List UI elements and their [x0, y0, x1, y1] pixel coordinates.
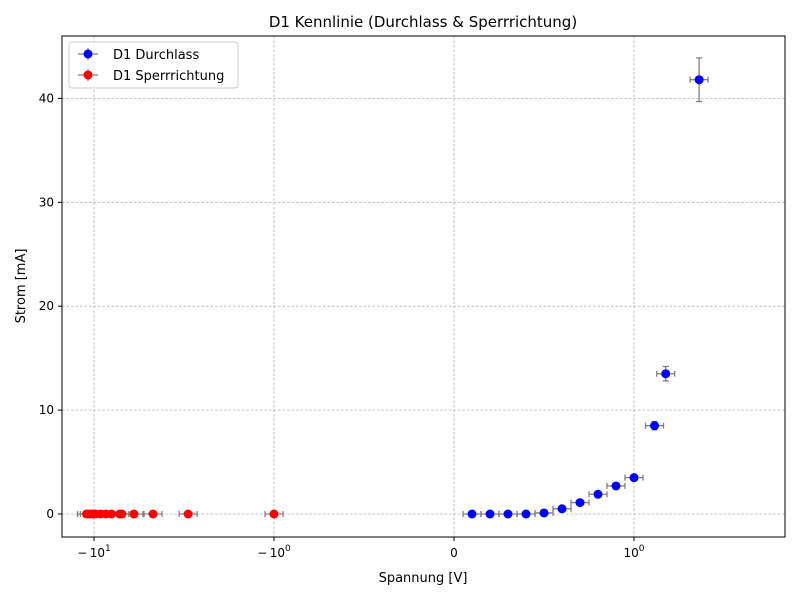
grid-layer: [62, 36, 785, 537]
x-tick-label: − 101: [77, 544, 110, 560]
legend: D1 Durchlass D1 Sperrrichtung: [68, 41, 239, 89]
data-point-durchlass: [485, 509, 495, 519]
data-point-sperrrichtung: [115, 509, 125, 519]
data-point-durchlass: [503, 509, 513, 519]
plot-frame: [61, 35, 786, 538]
legend-label-durchlass: D1 Durchlass: [113, 48, 199, 63]
chart-title: D1 Kennlinie (Durchlass & Sperrrichtung): [269, 13, 577, 31]
data-point-sperrrichtung: [148, 509, 158, 519]
tick-layer: − 101 − 100 0 100 0 10 20 30 40: [39, 91, 645, 560]
data-point-sperrrichtung: [269, 509, 279, 519]
data-point-durchlass: [539, 508, 549, 518]
data-point-sperrrichtung: [129, 509, 139, 519]
data-point-durchlass: [629, 473, 639, 483]
data-point-durchlass: [694, 75, 704, 85]
data-point-durchlass: [593, 489, 603, 499]
legend-box: [68, 41, 239, 89]
x-axis-label: Spannung [V]: [379, 571, 468, 586]
data-point-sperrrichtung: [183, 509, 193, 519]
data-point-durchlass: [661, 369, 671, 379]
legend-entry-durchlass: D1 Durchlass: [78, 48, 199, 63]
data-point-durchlass: [575, 498, 585, 508]
legend-marker-sperrrichtung: [83, 70, 93, 80]
data-point-durchlass: [650, 421, 660, 431]
legend-marker-durchlass: [83, 49, 93, 59]
y-axis-label: Strom [mA]: [14, 249, 29, 324]
y-tick-label: 30: [39, 195, 54, 209]
legend-entry-sperrrichtung: D1 Sperrrichtung: [78, 69, 224, 84]
marker-layer: [82, 75, 704, 519]
x-tick-label: − 100: [257, 544, 291, 560]
y-tick-label: 20: [39, 299, 54, 313]
data-point-sperrrichtung: [82, 509, 92, 519]
y-tick-label: 0: [46, 507, 54, 521]
data-point-durchlass: [467, 509, 477, 519]
data-point-durchlass: [521, 509, 531, 519]
x-tick-label: 0: [450, 546, 458, 560]
y-tick-label: 10: [39, 403, 54, 417]
data-point-durchlass: [611, 481, 621, 491]
y-tick-label: 40: [39, 91, 54, 105]
legend-label-sperrrichtung: D1 Sperrrichtung: [113, 69, 224, 84]
x-tick-label: 100: [623, 544, 644, 560]
data-point-durchlass: [557, 504, 567, 514]
